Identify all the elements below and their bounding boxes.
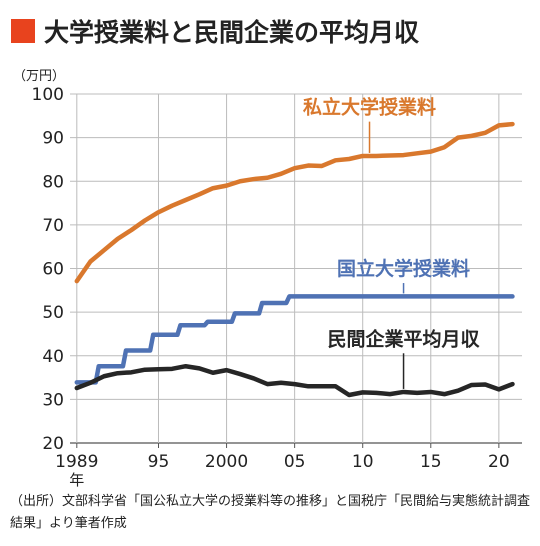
y-tick-label: 50 (42, 303, 64, 323)
source-note: （出所）文部科学省「国公私立大学の授業料等の推移」と国税庁「民間給与実態統計調査… (10, 494, 531, 531)
series-line-0 (74, 121, 515, 284)
x-tick-label: 2000 (205, 452, 248, 472)
x-tick-label: 20 (488, 452, 510, 472)
grid (70, 93, 522, 444)
series-line-2 (74, 363, 515, 398)
x-tick-sublabel: 年 (69, 471, 84, 489)
y-tick-label: 30 (42, 390, 64, 410)
title-marker (11, 19, 35, 43)
series-label-2: 民間企業平均月収 (328, 327, 481, 350)
x-tick-label: 95 (148, 452, 170, 472)
y-tick-label: 90 (42, 129, 64, 149)
series-label-0: 私立大学授業料 (303, 96, 436, 119)
y-tick-label: 20 (42, 434, 64, 454)
y-tick-label: 70 (42, 216, 64, 236)
series-label-1: 国立大学授業料 (337, 257, 470, 280)
chart-title: 大学授業料と民間企業の平均月収 (44, 18, 420, 47)
y-unit-label: （万円） (13, 69, 65, 84)
x-tick-label: 10 (352, 452, 374, 472)
x-tick-label: 1989 (55, 452, 98, 472)
y-tick-label: 100 (32, 85, 64, 105)
x-tick-label: 05 (284, 452, 306, 472)
title-bar: 大学授業料と民間企業の平均月収 (11, 14, 419, 48)
series-lines (74, 121, 515, 398)
y-tick-label: 40 (42, 347, 64, 367)
y-tick-label: 60 (42, 260, 64, 280)
y-tick-label: 80 (42, 172, 64, 192)
x-tick-label: 15 (420, 452, 442, 472)
series-line-1 (74, 294, 515, 385)
